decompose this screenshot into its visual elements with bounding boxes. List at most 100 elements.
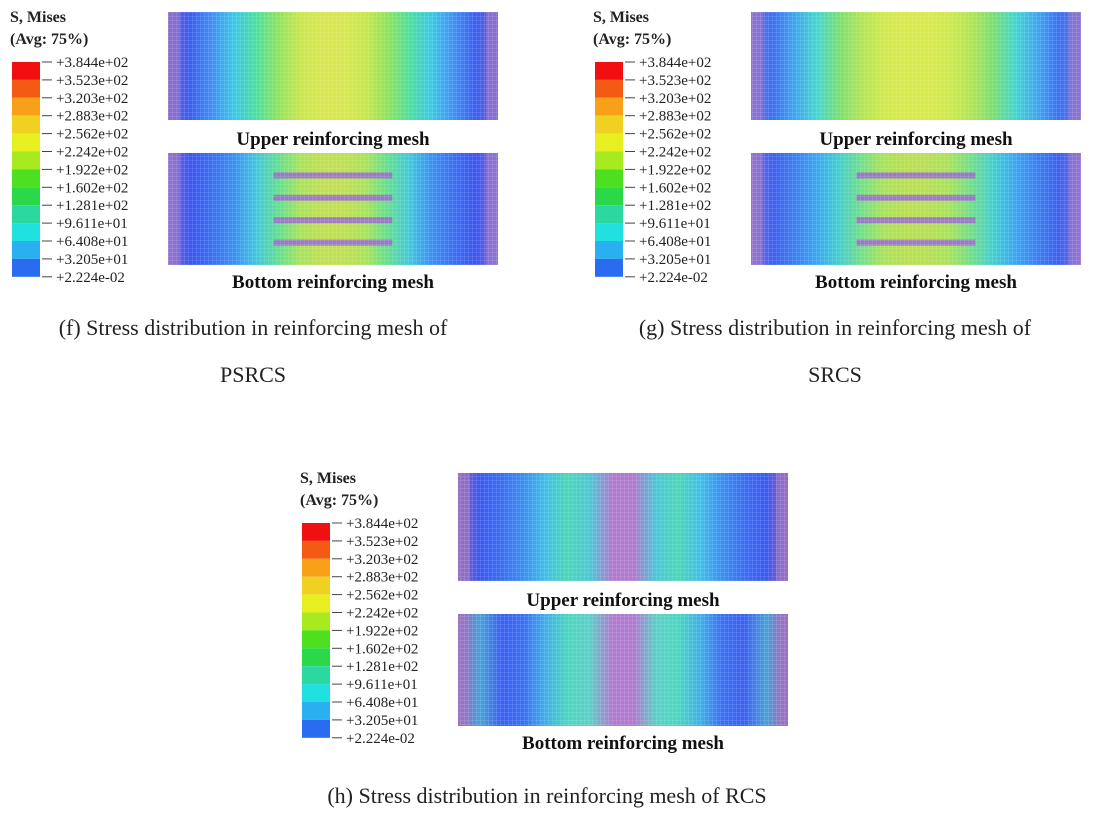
legend-swatch <box>595 241 623 259</box>
legend-swatch <box>302 666 330 684</box>
legend-swatch <box>302 595 330 613</box>
legend-label: +3.523e+02 <box>346 534 418 550</box>
legend-subtitle: (Avg: 75%) <box>10 31 88 48</box>
legend-swatch <box>302 559 330 577</box>
legend-label: +2.883e+02 <box>639 109 711 125</box>
legend-label: +2.224e-02 <box>346 731 415 747</box>
legend-title: S, Mises <box>300 470 356 487</box>
legend-subtitle: (Avg: 75%) <box>593 31 671 48</box>
caption: PSRCS <box>220 362 286 387</box>
upper-mesh-label: Upper reinforcing mesh <box>526 590 720 611</box>
panel: S, Mises (Avg: 75%) +3.844e+02 +3.523e+02 +3… <box>593 9 1081 387</box>
legend-label: +2.224e-02 <box>639 270 708 286</box>
legend-label: +2.242e+02 <box>56 145 128 161</box>
legend-label: +1.602e+02 <box>346 641 418 657</box>
legend-swatch <box>302 702 330 720</box>
legend-swatch <box>595 62 623 80</box>
legend-swatch <box>12 98 40 116</box>
legend-swatch <box>12 223 40 241</box>
legend-label: +3.203e+02 <box>56 91 128 107</box>
mesh-grid <box>751 12 1081 120</box>
bottom-mesh-label: Bottom reinforcing mesh <box>232 272 434 293</box>
legend-swatch <box>302 630 330 648</box>
legend-swatch <box>12 152 40 170</box>
bottom-mesh-label: Bottom reinforcing mesh <box>522 733 724 754</box>
legend-title: S, Mises <box>593 9 649 26</box>
legend-swatch <box>12 116 40 134</box>
mesh-grid <box>168 12 498 120</box>
legend-label: +3.203e+02 <box>639 91 711 107</box>
legend-swatch <box>595 169 623 187</box>
legend-label: +1.281e+02 <box>639 198 711 214</box>
legend-label: +9.611e+01 <box>346 677 418 693</box>
legend-label: +2.562e+02 <box>56 127 128 143</box>
legend-swatch <box>12 169 40 187</box>
legend-label: +2.242e+02 <box>346 606 418 622</box>
legend-label: +1.602e+02 <box>639 180 711 196</box>
legend-swatch <box>595 187 623 205</box>
legend-swatch <box>595 98 623 116</box>
legend-swatch <box>302 684 330 702</box>
mesh-grid <box>168 153 498 265</box>
legend-title: S, Mises <box>10 9 66 26</box>
figure: S, Mises (Avg: 75%) +3.844e+02 +3.523e+02 +3… <box>0 0 1095 821</box>
legend-swatch <box>12 62 40 80</box>
legend-label: +1.922e+02 <box>639 162 711 178</box>
legend-swatch <box>12 80 40 98</box>
legend-swatch <box>302 577 330 595</box>
legend-label: +1.281e+02 <box>346 659 418 675</box>
legend-swatch <box>595 116 623 134</box>
legend-label: +2.883e+02 <box>346 570 418 586</box>
legend-label: +2.242e+02 <box>639 145 711 161</box>
legend-label: +3.844e+02 <box>346 516 418 532</box>
legend-swatch <box>595 80 623 98</box>
upper-mesh-label: Upper reinforcing mesh <box>236 129 430 150</box>
upper-mesh-label: Upper reinforcing mesh <box>819 129 1013 150</box>
legend-swatch <box>12 187 40 205</box>
legend-label: +3.844e+02 <box>639 55 711 71</box>
caption: SRCS <box>808 362 862 387</box>
legend-label: +3.203e+02 <box>346 552 418 568</box>
caption: (f) Stress distribution in reinforcing m… <box>59 315 448 340</box>
legend-label: +1.922e+02 <box>56 162 128 178</box>
legend-label: +9.611e+01 <box>639 216 711 232</box>
legend-swatch <box>12 259 40 277</box>
caption: (g) Stress distribution in reinforcing m… <box>639 315 1032 340</box>
panel: S, Mises (Avg: 75%) +3.844e+02 +3.523e+02 +3… <box>10 9 498 387</box>
legend-label: +1.602e+02 <box>56 180 128 196</box>
legend-swatch <box>595 205 623 223</box>
legend-label: +3.523e+02 <box>56 73 128 89</box>
mesh-grid <box>751 153 1081 265</box>
legend-swatch <box>12 205 40 223</box>
legend-label: +1.922e+02 <box>346 623 418 639</box>
legend-label: +1.281e+02 <box>56 198 128 214</box>
legend-label: +9.611e+01 <box>56 216 128 232</box>
legend-label: +6.408e+01 <box>639 234 711 250</box>
caption: (h) Stress distribution in reinforcing m… <box>327 783 766 808</box>
legend-label: +3.205e+01 <box>56 252 128 268</box>
legend-swatch <box>302 648 330 666</box>
legend-swatch <box>12 241 40 259</box>
legend-label: +2.224e-02 <box>56 270 125 286</box>
legend-swatch <box>595 259 623 277</box>
legend-swatch <box>595 134 623 152</box>
legend-swatch <box>302 613 330 631</box>
mesh-grid <box>458 614 788 726</box>
legend-label: +2.562e+02 <box>639 127 711 143</box>
legend-swatch <box>595 152 623 170</box>
legend-label: +3.844e+02 <box>56 55 128 71</box>
legend-label: +3.523e+02 <box>639 73 711 89</box>
panel: S, Mises (Avg: 75%) +3.844e+02 +3.523e+02 +3… <box>300 470 788 808</box>
legend-subtitle: (Avg: 75%) <box>300 492 378 509</box>
legend-label: +3.205e+01 <box>639 252 711 268</box>
bottom-mesh-label: Bottom reinforcing mesh <box>815 272 1017 293</box>
legend-label: +3.205e+01 <box>346 713 418 729</box>
legend-swatch <box>12 134 40 152</box>
legend-label: +2.883e+02 <box>56 109 128 125</box>
legend-swatch <box>302 523 330 541</box>
legend-swatch <box>595 223 623 241</box>
legend-label: +6.408e+01 <box>56 234 128 250</box>
legend-swatch <box>302 541 330 559</box>
legend-label: +2.562e+02 <box>346 588 418 604</box>
mesh-grid <box>458 473 788 581</box>
